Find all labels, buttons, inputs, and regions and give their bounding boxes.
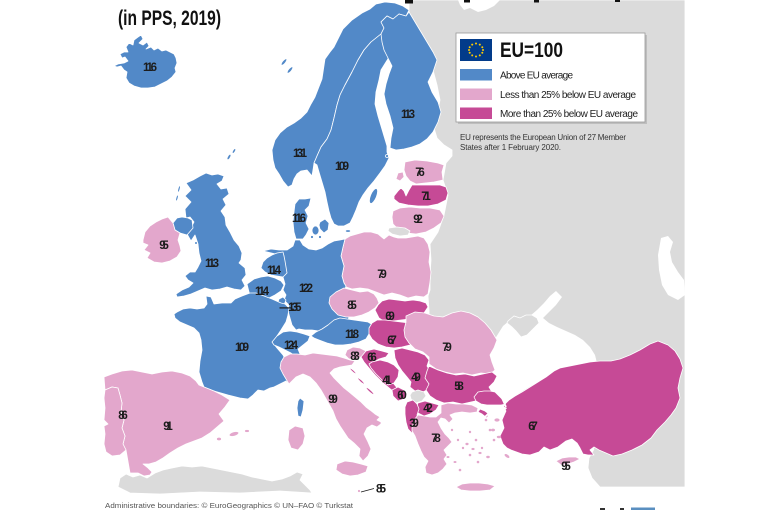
svg-text:109: 109 <box>335 161 349 173</box>
svg-text:66: 66 <box>367 352 377 364</box>
svg-text:Administrative boundaries: © E: Administrative boundaries: © EuroGeograp… <box>105 502 353 510</box>
svg-text:Above EU average: Above EU average <box>500 71 573 82</box>
svg-text:76: 76 <box>415 167 425 179</box>
svg-text:58: 58 <box>454 381 464 393</box>
svg-text:114: 114 <box>267 265 282 277</box>
svg-text:78: 78 <box>431 433 441 445</box>
svg-text:85: 85 <box>347 300 357 312</box>
svg-text:39: 39 <box>409 418 419 430</box>
svg-text:91: 91 <box>163 421 173 433</box>
svg-text:116: 116 <box>292 213 306 225</box>
svg-text:116: 116 <box>143 62 157 74</box>
svg-text:95: 95 <box>159 240 169 252</box>
svg-text:71: 71 <box>421 191 431 203</box>
svg-text:83: 83 <box>350 351 360 363</box>
svg-text:60: 60 <box>397 390 407 402</box>
svg-text:69: 69 <box>385 311 395 323</box>
svg-text:114: 114 <box>255 286 270 298</box>
svg-text:(in PPS, 2019): (in PPS, 2019) <box>118 7 221 30</box>
svg-text:118: 118 <box>345 329 360 341</box>
svg-text:EU=100: EU=100 <box>500 38 563 62</box>
svg-text:113: 113 <box>401 109 415 121</box>
svg-text:—135: —135 <box>280 302 303 314</box>
svg-text:95: 95 <box>561 461 571 473</box>
svg-text:67: 67 <box>528 421 538 433</box>
svg-text:131: 131 <box>293 148 308 160</box>
svg-text:Less than 25% below EU average: Less than 25% below EU average <box>500 90 636 101</box>
svg-text:79: 79 <box>377 269 387 281</box>
svg-text:67: 67 <box>387 335 397 347</box>
svg-text:49: 49 <box>411 372 421 384</box>
svg-text:79: 79 <box>442 342 452 354</box>
svg-text:122: 122 <box>299 283 313 295</box>
svg-text:99: 99 <box>328 394 338 406</box>
svg-text:86: 86 <box>118 410 128 422</box>
svg-text:42: 42 <box>423 403 433 415</box>
svg-text:85: 85 <box>376 484 387 496</box>
svg-text:More than 25% below EU average: More than 25% below EU average <box>500 109 638 120</box>
svg-text:124: 124 <box>284 340 299 352</box>
svg-text:92: 92 <box>413 214 423 226</box>
svg-text:109: 109 <box>235 342 249 354</box>
svg-text:113: 113 <box>205 258 219 270</box>
svg-text:EU represents the European Uni: EU represents the European Union of 27 M… <box>460 133 626 142</box>
svg-text:41: 41 <box>382 375 392 387</box>
svg-text:States after 1 February 2020.: States after 1 February 2020. <box>460 143 561 152</box>
